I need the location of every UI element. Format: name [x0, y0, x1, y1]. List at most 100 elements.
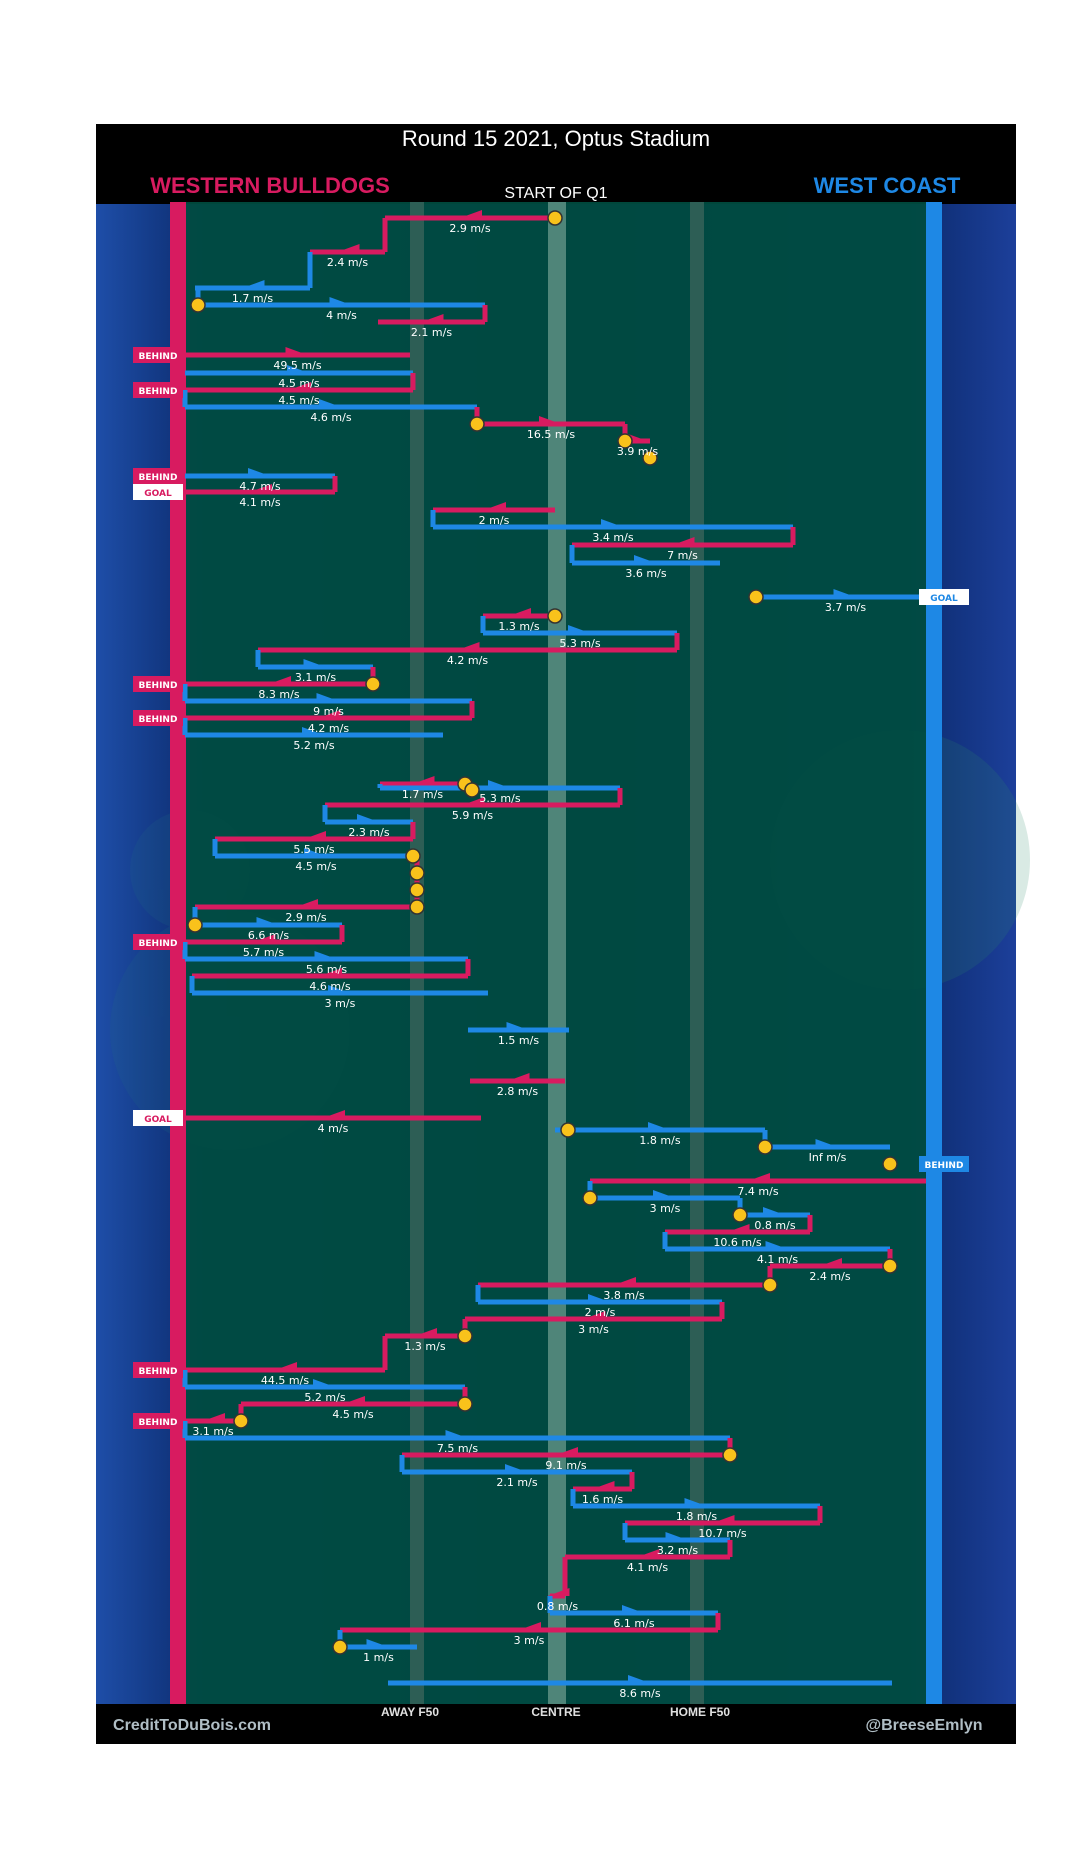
possession-marker: [732, 1207, 748, 1223]
speed-label: 2 m/s: [479, 514, 510, 527]
speed-label: 4 m/s: [318, 1122, 349, 1135]
possession-marker: [469, 416, 485, 432]
speed-label: 44.5 m/s: [261, 1374, 309, 1387]
score-badge: [133, 934, 183, 950]
chain-arrow: [357, 814, 379, 822]
chain-arrow: [506, 1022, 529, 1030]
chain-arrow: [269, 676, 291, 684]
chain-arrow: [313, 1379, 335, 1387]
speed-label: 0.8 m/s: [754, 1219, 795, 1232]
chain-arrow: [415, 1328, 437, 1336]
score-badge: [919, 1156, 969, 1172]
possession-marker: [582, 1190, 598, 1206]
speed-label: 4 m/s: [326, 309, 357, 322]
possession-marker: [190, 297, 206, 313]
score-label: GOAL: [144, 1115, 172, 1125]
chain-arrow: [328, 985, 350, 993]
possession-marker: [365, 676, 381, 692]
speed-label: 2.9 m/s: [285, 911, 326, 924]
chain-arrow: [601, 519, 623, 527]
speed-label: 5.2 m/s: [293, 739, 334, 752]
chain-arrow: [303, 659, 326, 667]
speed-label: 1.3 m/s: [404, 1340, 445, 1353]
chain-arrow: [256, 917, 279, 925]
possession-marker: [748, 589, 764, 605]
speed-label: 3.9 m/s: [617, 445, 658, 458]
chain-arrow: [634, 555, 656, 563]
chain-series: [182, 210, 935, 1686]
speed-label: 7.4 m/s: [737, 1185, 778, 1198]
possession-marker: [409, 865, 425, 881]
speed-label: 3.8 m/s: [603, 1289, 644, 1302]
score-label: BEHIND: [139, 352, 178, 362]
chain-arrow: [588, 1294, 610, 1302]
score-badge: [133, 1362, 183, 1378]
speed-label: 1.3 m/s: [498, 620, 539, 633]
chain-arrow: [253, 934, 276, 942]
score-badge: [919, 589, 969, 605]
chain-arrow: [622, 1605, 644, 1613]
chain-arrow: [484, 502, 506, 510]
speed-label: 10.7 m/s: [698, 1527, 746, 1540]
chain-arrow: [748, 1173, 770, 1181]
speed-label: 8.3 m/s: [258, 688, 299, 701]
speed-label: 2.8 m/s: [497, 1085, 538, 1098]
speed-label: 4.5 m/s: [278, 394, 319, 407]
centre-line: [548, 202, 566, 1704]
chain-arrow: [765, 1241, 788, 1249]
credit-left: CreditToDuBois.com: [113, 1717, 271, 1734]
chain-arrow: [507, 1073, 530, 1081]
speed-label: 3.7 m/s: [825, 601, 866, 614]
chain-arrow: [519, 1622, 541, 1630]
speed-label: 9 m/s: [313, 705, 344, 718]
speed-label: 3 m/s: [514, 1634, 545, 1647]
chain-arrow: [296, 899, 318, 907]
speed-label: 3 m/s: [650, 1202, 681, 1215]
chain-arrow: [672, 537, 695, 545]
chain-arrow: [684, 1498, 707, 1506]
chain-arrow: [302, 727, 324, 735]
speed-label: 9.1 m/s: [545, 1459, 586, 1472]
speed-label: 1.8 m/s: [676, 1510, 717, 1523]
score-badges: BEHIND BEHIND BEHIND GOAL GOAL BEHIND BEHIND BE…: [133, 347, 969, 1429]
speed-label: 4.5 m/s: [295, 860, 336, 873]
chain-arrow: [314, 951, 337, 959]
speed-label: 16.5 m/s: [527, 428, 575, 441]
chain-arrow: [248, 468, 270, 476]
speed-label: 3 m/s: [325, 997, 356, 1010]
speed-label: Inf m/s: [809, 1151, 847, 1164]
chain-arrow: [462, 797, 485, 805]
speed-label: 1 m/s: [363, 1651, 394, 1664]
speed-label: 5.5 m/s: [293, 843, 334, 856]
chain-arrow: [318, 710, 341, 718]
speed-label: 2.4 m/s: [809, 1270, 850, 1283]
header-band: [96, 124, 1016, 204]
bulldogs-goal-line: [170, 202, 186, 1704]
speed-label: 2.9 m/s: [449, 222, 490, 235]
home-f50-line: [690, 202, 704, 1704]
chain-arrow: [763, 1207, 785, 1215]
speed-label: 3.1 m/s: [192, 1425, 233, 1438]
chain-arrow: [628, 1675, 650, 1683]
score-label: BEHIND: [139, 681, 178, 691]
possession-marker: [233, 1413, 249, 1429]
chain-arrow: [509, 608, 531, 616]
speed-label: 3.4 m/s: [592, 531, 633, 544]
chain-arrow: [323, 1110, 345, 1118]
footer-band: [96, 1704, 1016, 1744]
team-right-label: WEST COAST: [814, 173, 961, 198]
chain-arrow: [316, 693, 339, 701]
speed-label: 1.7 m/s: [232, 292, 273, 305]
speed-label: 2.4 m/s: [327, 256, 368, 269]
score-badge: [133, 382, 183, 398]
chart-title: Round 15 2021, Optus Stadium: [402, 126, 710, 151]
chain-arrow: [653, 1190, 675, 1198]
chain-arrow: [304, 831, 326, 839]
speed-label: 4.7 m/s: [239, 480, 280, 493]
speed-label: 1.7 m/s: [402, 788, 443, 801]
speed-label: 4.2 m/s: [447, 654, 488, 667]
chain-arrow: [289, 382, 311, 390]
chain-arrow: [460, 210, 482, 218]
chain-arrow: [592, 1481, 615, 1489]
score-label: BEHIND: [139, 387, 178, 397]
